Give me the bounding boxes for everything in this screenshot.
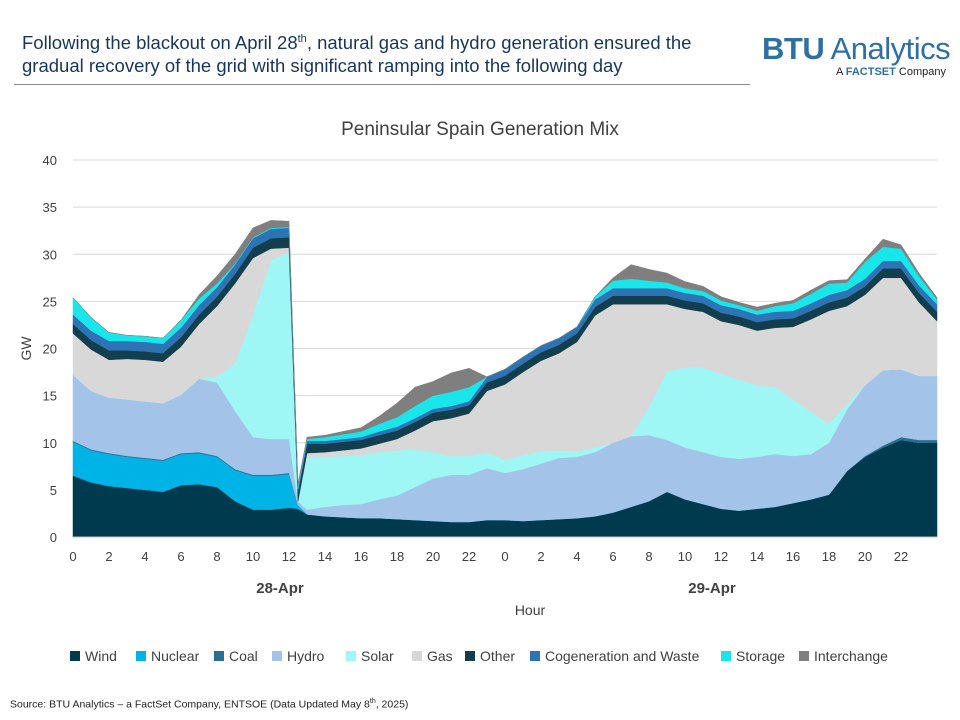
x-tick-label: 12 xyxy=(714,549,728,564)
y-tick-label: 10 xyxy=(43,436,57,451)
source-superscript: th xyxy=(369,698,376,705)
legend-swatch-gas xyxy=(412,651,422,661)
x-tick-label: 6 xyxy=(609,549,616,564)
x-tick-label: 8 xyxy=(645,549,652,564)
legend-label-gas: Gas xyxy=(427,648,453,664)
legend-label-coal: Coal xyxy=(229,648,258,664)
headline-text-continued: , natural gas and hydro generation ensur… xyxy=(22,32,692,77)
legend-label-solar: Solar xyxy=(361,648,394,664)
y-tick-label: 15 xyxy=(43,389,57,404)
headline-superscript: th xyxy=(297,33,307,45)
legend-swatch-coal xyxy=(214,651,224,661)
logo-tagline-bold: FACTSET xyxy=(845,66,896,78)
axes: 0 5 10 15 20 25 30 35 40 0 2 4 6 8 10 12 14 16 18 20 22 0 2 4 6 8… xyxy=(18,153,937,618)
logo-brand-bold: BTU xyxy=(762,31,825,66)
legend-label-other: Other xyxy=(480,648,515,664)
legend-swatch-hydro xyxy=(272,651,282,661)
legend-label-nuclear: Nuclear xyxy=(151,648,200,664)
stacked-areas xyxy=(72,220,938,538)
header-divider xyxy=(14,84,750,85)
x-tick-label: 16 xyxy=(354,549,368,564)
y-tick-label: 5 xyxy=(50,483,57,498)
x-tick-label: 22 xyxy=(462,549,476,564)
x-tick-label: 2 xyxy=(105,549,112,564)
x-tick-label: 14 xyxy=(750,549,764,564)
legend-swatch-solar xyxy=(346,651,356,661)
x-tick-label: 8 xyxy=(213,549,220,564)
y-tick-label: 25 xyxy=(43,294,57,309)
legend-label-hydro: Hydro xyxy=(287,648,325,664)
x-tick-label: 4 xyxy=(141,549,148,564)
x-tick-label: 4 xyxy=(573,549,580,564)
source-text-continued: , 2025) xyxy=(375,698,409,711)
logo: BTU Analytics A FACTSET Company xyxy=(762,32,952,79)
legend-swatch-interchange xyxy=(799,651,809,661)
x-tick-label: 10 xyxy=(246,549,260,564)
y-tick-label: 40 xyxy=(43,153,57,168)
legend-label-wind: Wind xyxy=(85,648,117,664)
x-tick-label: 20 xyxy=(858,549,872,564)
legend-label-cogeneration-and-waste: Cogeneration and Waste xyxy=(545,648,700,664)
y-axis-title: GW xyxy=(18,336,34,361)
legend-swatch-nuclear xyxy=(136,651,146,661)
logo-brand-light: Analytics xyxy=(824,31,951,66)
x-tick-label: 20 xyxy=(426,549,440,564)
logo-tagline-prefix: A xyxy=(835,66,846,78)
chart-title: Peninsular Spain Generation Mix xyxy=(341,119,619,140)
legend-swatch-storage xyxy=(721,651,731,661)
x-tick-label: 18 xyxy=(822,549,836,564)
legend-label-storage: Storage xyxy=(736,648,785,664)
headline-text: Following the blackout on April 28 xyxy=(22,32,298,54)
source-text: Source: BTU Analytics – a FactSet Compan… xyxy=(10,698,370,711)
y-tick-label: 35 xyxy=(43,200,57,215)
x-axis-title: Hour xyxy=(515,602,546,618)
legend-label-interchange: Interchange xyxy=(814,648,888,664)
day-label: 29-Apr xyxy=(688,580,736,597)
x-tick-label: 6 xyxy=(177,549,184,564)
x-tick-label: 18 xyxy=(390,549,404,564)
headline: Following the blackout on April 28th, na… xyxy=(22,28,752,77)
logo-tagline: A FACTSET Company xyxy=(762,66,952,78)
logo-wordmark: BTU Analytics xyxy=(762,32,952,66)
x-tick-label: 0 xyxy=(501,549,508,564)
legend-swatch-other xyxy=(465,651,475,661)
x-tick-label: 10 xyxy=(678,549,692,564)
x-tick-label: 14 xyxy=(318,549,332,564)
y-tick-label: 0 xyxy=(50,530,57,545)
x-tick-label: 16 xyxy=(786,549,800,564)
x-tick-label: 22 xyxy=(894,549,908,564)
y-tick-label: 20 xyxy=(43,342,57,357)
legend: Wind Nuclear Coal Hydro Solar Gas Other Cogener… xyxy=(70,648,888,664)
legend-swatch-wind xyxy=(70,651,80,661)
area-interchange xyxy=(72,220,938,487)
legend-swatch-cogeneration-and-waste xyxy=(530,651,540,661)
x-tick-label: 2 xyxy=(537,549,544,564)
x-tick-label: 0 xyxy=(69,549,76,564)
x-tick-label: 12 xyxy=(282,549,296,564)
y-tick-label: 30 xyxy=(43,247,57,262)
day-label: 28-Apr xyxy=(256,580,304,597)
source-note: Source: BTU Analytics – a FactSet Compan… xyxy=(10,698,408,711)
logo-tagline-suffix: Company xyxy=(895,66,946,78)
